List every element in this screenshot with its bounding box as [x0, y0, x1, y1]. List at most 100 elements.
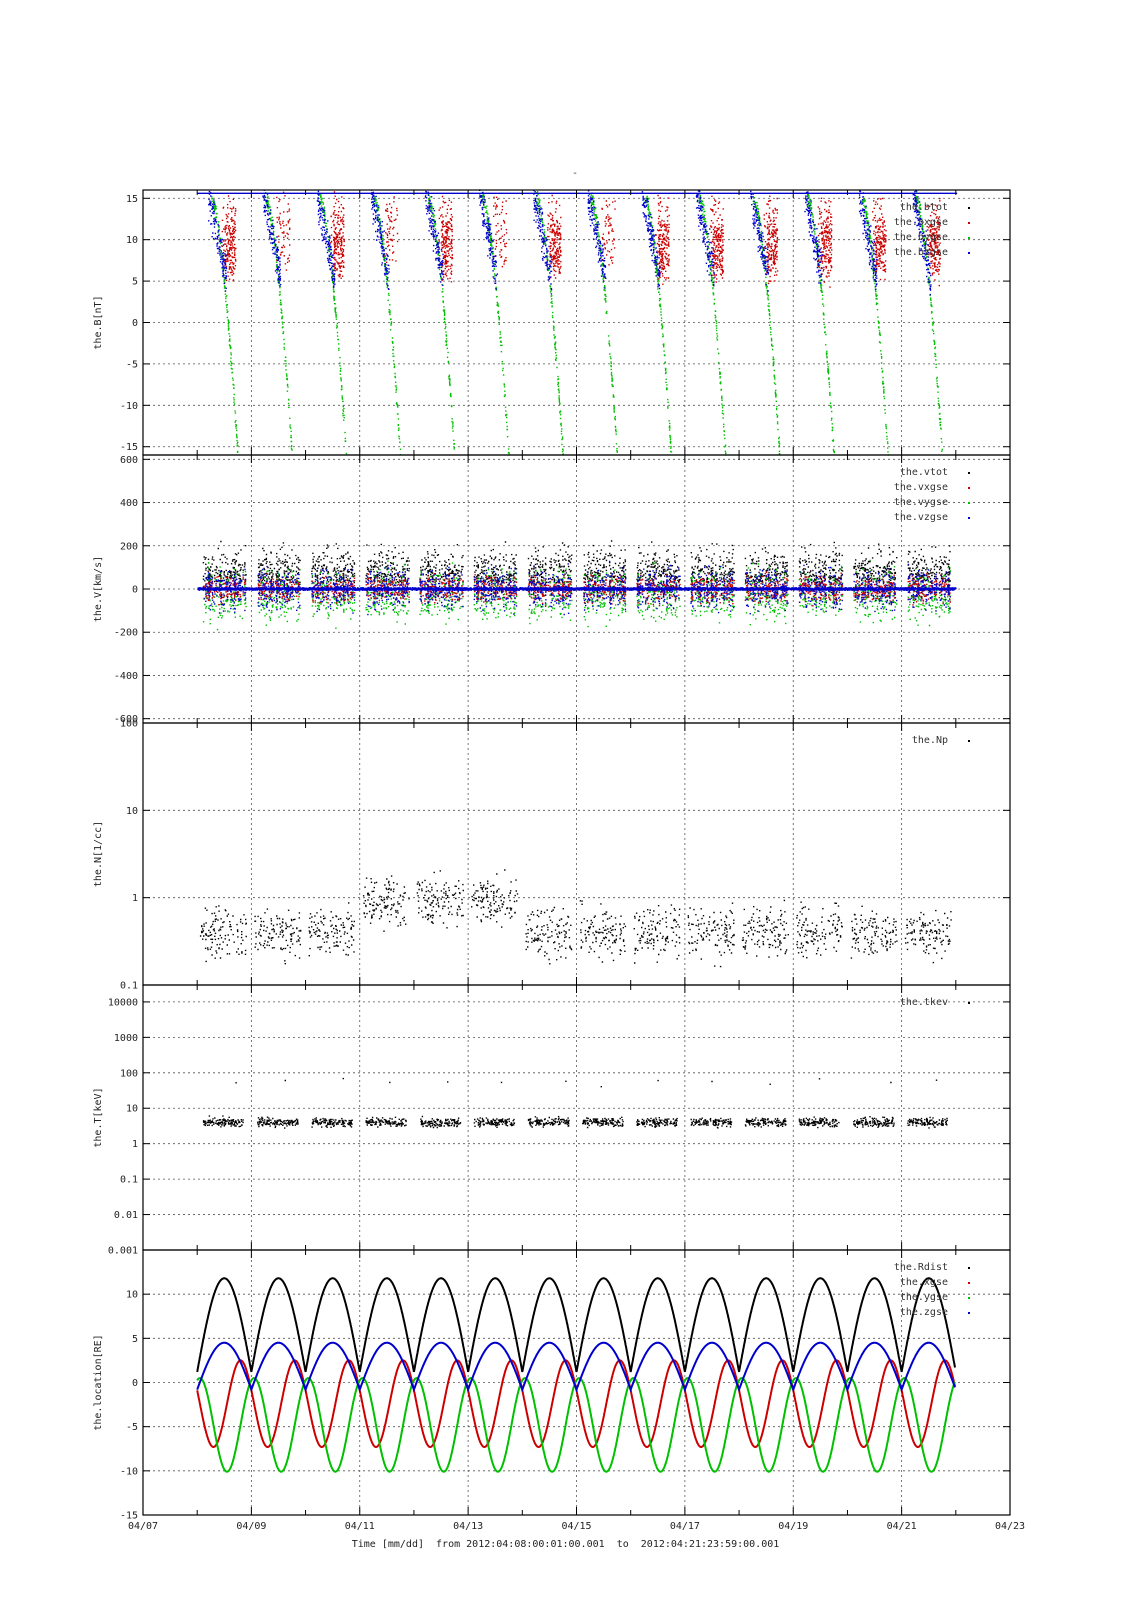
series-line-the.ygse	[196, 1377, 956, 1473]
data-T	[202, 1077, 948, 1129]
legend-N: the.Np	[912, 735, 970, 746]
legend-marker	[968, 517, 970, 519]
y-tick-label: -15	[120, 1511, 138, 1522]
y-tick-label: -200	[114, 628, 138, 639]
y-tick-label: 0	[132, 318, 138, 329]
legend-entry: the.tkev	[900, 997, 948, 1008]
y-tick-label: -600	[114, 714, 138, 725]
x-axis-to: to	[616, 1539, 629, 1550]
x-axis-label: Time [mm/dd] from 2012:04:08:00:01:00.00…	[0, 1539, 1131, 1550]
y-tick-label: -400	[114, 671, 138, 682]
y-tick-label: 10	[126, 1104, 138, 1115]
legend-location: the.Rdist the.xgse the.ygse the.zgse	[894, 1262, 970, 1318]
legend-entry: the.vzgse	[894, 512, 948, 523]
legend-V: the.vtot the.vxgse the.vygse the.vzgse	[894, 467, 970, 523]
data-V	[197, 540, 957, 631]
y-tick-label: 0	[132, 585, 138, 596]
y-tick-label: 10000	[108, 997, 138, 1008]
y-tick-label: 10	[126, 235, 138, 246]
x-ticks-V	[142, 455, 1011, 723]
y-axis-label-T: the.T[keV]	[93, 1087, 104, 1147]
legend-entry: the.Np	[912, 735, 948, 746]
legend-entry: the.vygse	[894, 497, 948, 508]
x-ticks-T	[142, 985, 1011, 1250]
y-tick-label: 0.001	[108, 1246, 138, 1257]
x-tick-label: 04/17	[670, 1521, 700, 1532]
y-tick-label: 1	[132, 893, 138, 904]
legend-entry: the.vtot	[900, 467, 948, 478]
grid-B	[143, 190, 1010, 455]
grid-location	[143, 1250, 1010, 1515]
y-tick-label: 0.1	[120, 981, 138, 992]
grid-N	[143, 723, 1010, 985]
legend-marker	[968, 252, 970, 254]
series-blue-points	[197, 560, 957, 616]
x-axis-from: from	[436, 1539, 461, 1550]
y-tick-label: 100	[120, 1068, 138, 1079]
legend-marker	[968, 207, 970, 209]
legend-marker	[968, 1002, 970, 1004]
series-black-points	[199, 869, 952, 968]
x-tick-label: 04/13	[453, 1521, 483, 1532]
x-tick-label: 04/21	[887, 1521, 917, 1532]
panel-N: 100 10 1 0.1 the.N[1/cc] the.Np	[93, 719, 1011, 992]
y-axis-label-B: the.B[nT]	[93, 295, 104, 349]
y-axis-label-V: the.V[km/s]	[93, 556, 104, 622]
y-ticks-T: 10000 1000 100 10 1 0.1 0.01 0.001	[108, 997, 1010, 1257]
panel-location: 1050-5-10-15the.location[RE]the.Rdistthe…	[93, 1249, 1025, 1532]
y-tick-label: 0.01	[114, 1210, 138, 1221]
data-N	[199, 869, 952, 968]
y-tick-label: 15	[126, 194, 138, 205]
legend-entry: the.bygse	[894, 232, 948, 243]
series-black-points	[202, 1077, 948, 1129]
y-tick-label: 1	[132, 1139, 138, 1150]
panel-B: 15 10 5 0 -5 -10 -15 the.B[nT] the.btot the.bxgse…	[93, 189, 1011, 456]
legend-marker	[968, 1267, 970, 1269]
y-tick-label: 10	[126, 1290, 138, 1301]
series-green-points	[211, 190, 943, 456]
legend-marker	[968, 487, 970, 489]
legend-marker	[968, 502, 970, 504]
x-axis-start: 2012:04:08:00:01:00.001	[466, 1539, 605, 1550]
legend-entry: the.zgse	[900, 1307, 948, 1318]
y-tick-label: 100	[120, 719, 138, 730]
y-tick-label: -5	[126, 359, 138, 370]
legend-entry: the.bzgse	[894, 247, 948, 258]
legend-marker	[968, 1312, 970, 1314]
panel-T: 10000 1000 100 10 1 0.1 0.01 0.001 the.T[keV] the…	[93, 984, 1011, 1257]
x-tick-label: 04/23	[995, 1521, 1025, 1532]
y-axis-label-location: the.location[RE]	[93, 1334, 104, 1430]
legend-entry: the.Rdist	[894, 1262, 948, 1273]
y-tick-label: -10	[120, 401, 138, 412]
x-ticks-B	[142, 190, 1011, 455]
y-tick-label: 0.1	[120, 1175, 138, 1186]
legend-B: the.btot the.bxgse the.bygse the.bzgse	[894, 202, 970, 258]
legend-marker	[968, 472, 970, 474]
series-line-the.zgse	[196, 1341, 956, 1393]
legend-entry: the.xgse	[900, 1277, 948, 1288]
x-tick-label: 04/11	[345, 1521, 375, 1532]
x-tick-labels: 04/07 04/09 04/11 04/13 04/15 04/17 04/19 04/21…	[128, 1521, 1025, 1532]
panels: 151050-5-10-15the.B[nT]the.btotthe.bxgse…	[93, 189, 1025, 1532]
x-ticks-N	[142, 723, 1011, 985]
y-tick-label: 400	[120, 498, 138, 509]
x-axis-end: 2012:04:21:23:59:00.001	[640, 1539, 780, 1550]
x-tick-label: 04/07	[128, 1521, 158, 1532]
y-tick-label: 0	[132, 1378, 138, 1389]
series-red-points	[221, 191, 941, 288]
legend-marker	[968, 222, 970, 224]
series-blue-points	[197, 189, 958, 296]
panel-V: 600 400 200 0 -200 -400 -600 the.V[km/s] the.vto…	[93, 454, 1011, 725]
series-line-the.Rdist	[196, 1277, 956, 1373]
legend-marker	[968, 740, 970, 742]
y-tick-label: -5	[126, 1422, 138, 1433]
grid-T	[143, 985, 1010, 1250]
y-tick-label: 200	[120, 541, 138, 552]
legend-entry: the.ygse	[900, 1292, 948, 1303]
y-tick-label: 600	[120, 455, 138, 466]
y-tick-label: 5	[132, 277, 138, 288]
y-ticks-N: 100 10 1 0.1	[120, 719, 1010, 992]
x-tick-label: 04/09	[236, 1521, 266, 1532]
legend-entry: the.bxgse	[894, 217, 948, 228]
